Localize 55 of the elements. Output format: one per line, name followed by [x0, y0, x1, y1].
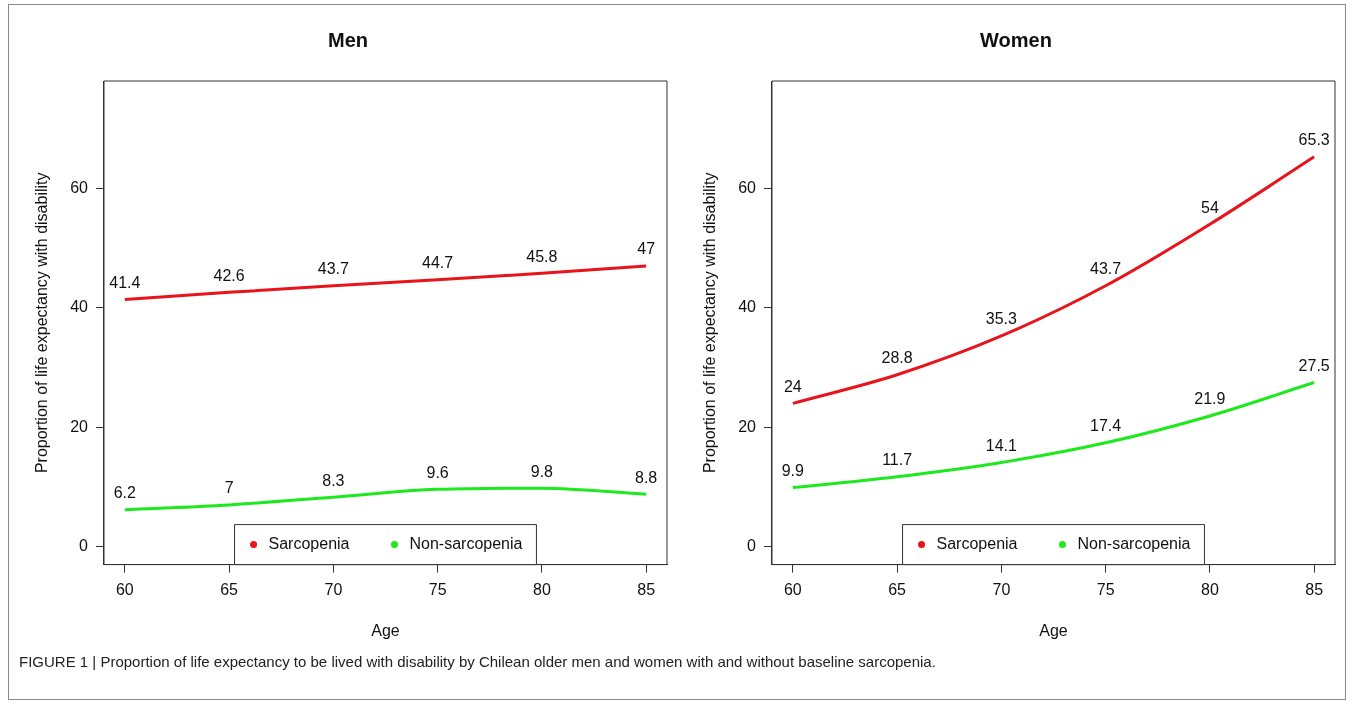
legend-label: Non-sarcopenia — [409, 535, 523, 553]
data-label: 43.7 — [317, 260, 350, 278]
x-tick-label: 70 — [324, 580, 343, 598]
legend-label: Sarcopenia — [268, 535, 350, 553]
data-label: 54 — [1200, 198, 1219, 216]
x-tick-label: 60 — [783, 580, 802, 598]
legend-label: Non-sarcopenia — [1077, 535, 1191, 553]
y-tick-label: 0 — [747, 537, 757, 555]
x-tick-label: 80 — [532, 580, 551, 598]
data-label: 47 — [637, 240, 656, 258]
chart-title: Men — [328, 28, 368, 51]
y-tick-label: 20 — [70, 417, 89, 435]
x-tick-label: 80 — [1200, 580, 1219, 598]
x-tick-label: 65 — [220, 580, 239, 598]
caption: FIGURE 1 | Proportion of life expectancy to be lived with disability by Chilean older men and women with and without baseline sarcopenia. — [19, 653, 936, 670]
data-label: 9.9 — [781, 461, 805, 479]
data-label: 43.7 — [1090, 260, 1122, 278]
y-tick-label: 20 — [738, 417, 757, 435]
x-axis-title: Age — [1039, 621, 1068, 639]
data-label: 41.4 — [109, 273, 141, 291]
data-label: 6.2 — [113, 484, 137, 502]
x-axis-title: Age — [371, 621, 400, 639]
data-label: 27.5 — [1298, 356, 1330, 374]
data-label: 8.8 — [635, 468, 658, 486]
chart-title: Women — [980, 28, 1052, 51]
x-tick-label: 65 — [888, 580, 907, 598]
data-label: 17.4 — [1090, 417, 1122, 435]
data-label: 14.1 — [985, 436, 1018, 454]
x-tick-label: 70 — [992, 580, 1011, 598]
y-tick-label: 60 — [70, 178, 89, 196]
y-tick-label: 0 — [79, 537, 89, 555]
x-tick-label: 85 — [1305, 580, 1324, 598]
data-label: 9.8 — [530, 462, 554, 480]
data-label: 42.6 — [213, 266, 245, 284]
data-label: 35.3 — [985, 310, 1018, 328]
legend-label: Sarcopenia — [936, 535, 1018, 553]
data-label: 8.3 — [322, 471, 345, 489]
x-tick-label: 75 — [428, 580, 447, 598]
data-label: 28.8 — [881, 349, 913, 367]
data-label: 7 — [224, 479, 234, 497]
y-tick-label: 40 — [738, 298, 757, 316]
y-tick-label: 60 — [738, 178, 757, 196]
y-axis-title: Proportion of life expectancy with disability — [701, 172, 719, 474]
y-axis-title: Proportion of life expectancy with disability — [33, 172, 51, 474]
x-tick-label: 60 — [115, 580, 134, 598]
data-label: 65.3 — [1298, 131, 1330, 149]
x-tick-label: 85 — [637, 580, 656, 598]
y-tick-label: 40 — [70, 298, 89, 316]
data-label: 9.6 — [426, 463, 449, 481]
data-label: 44.7 — [422, 254, 454, 272]
data-label: 21.9 — [1194, 390, 1226, 408]
data-label: 45.8 — [526, 247, 558, 265]
x-tick-label: 75 — [1096, 580, 1115, 598]
data-label: 11.7 — [882, 451, 913, 469]
data-label: 24 — [783, 377, 802, 395]
